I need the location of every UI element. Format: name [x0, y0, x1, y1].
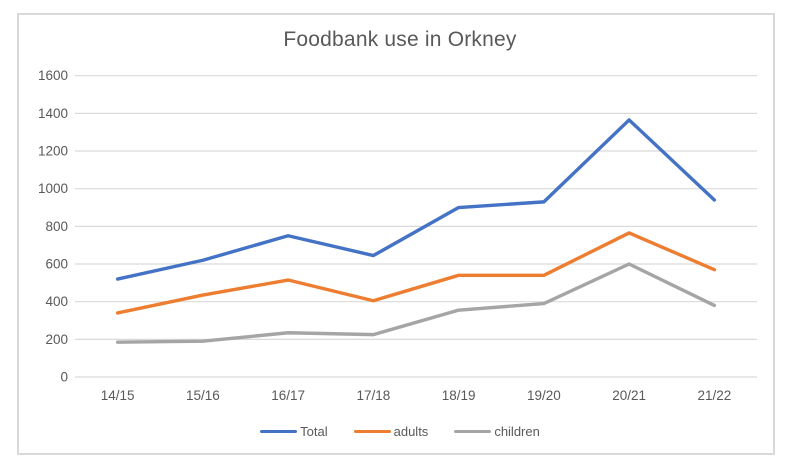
y-axis-tick-label: 400 [45, 294, 68, 309]
legend-item-total: Total [260, 423, 328, 439]
x-axis-tick-label: 21/22 [697, 388, 731, 403]
y-axis-tick-label: 200 [45, 332, 68, 347]
legend-swatch-icon [260, 429, 298, 433]
x-axis-tick-label: 19/20 [527, 388, 561, 403]
y-axis-tick-label: 1200 [38, 144, 68, 159]
x-axis-tick-label: 18/19 [442, 388, 476, 403]
legend-swatch-icon [454, 429, 492, 433]
series-line-total [115, 118, 717, 281]
x-axis-tick-label: 14/15 [101, 388, 135, 403]
x-axis-tick-label: 20/21 [612, 388, 646, 403]
x-axis-tick-label: 16/17 [271, 388, 305, 403]
legend-item-children: children [454, 424, 540, 439]
x-axis-tick-label: 15/16 [186, 388, 220, 403]
y-axis-tick-label: 600 [45, 257, 68, 272]
legend-label: adults [393, 423, 429, 439]
y-axis-tick-label: 0 [60, 370, 68, 385]
chart-title: Foodbank use in Orkney [283, 28, 517, 51]
legend-label: children [494, 423, 540, 439]
y-axis-tick-label: 1000 [38, 181, 68, 196]
x-axis-tick-label: 17/18 [356, 388, 390, 403]
chart-legend: Total adults children [0, 420, 800, 442]
legend-label: Total [300, 423, 328, 439]
legend-swatch-icon [353, 429, 391, 433]
series-line-adults [115, 231, 717, 315]
chart-frame [17, 13, 775, 455]
y-axis-tick-label: 1600 [38, 68, 68, 83]
y-axis-tick-label: 800 [45, 219, 68, 234]
y-axis-tick-label: 1400 [38, 106, 68, 121]
series-line-children [115, 262, 717, 344]
legend-item-adults: adults [353, 423, 429, 439]
